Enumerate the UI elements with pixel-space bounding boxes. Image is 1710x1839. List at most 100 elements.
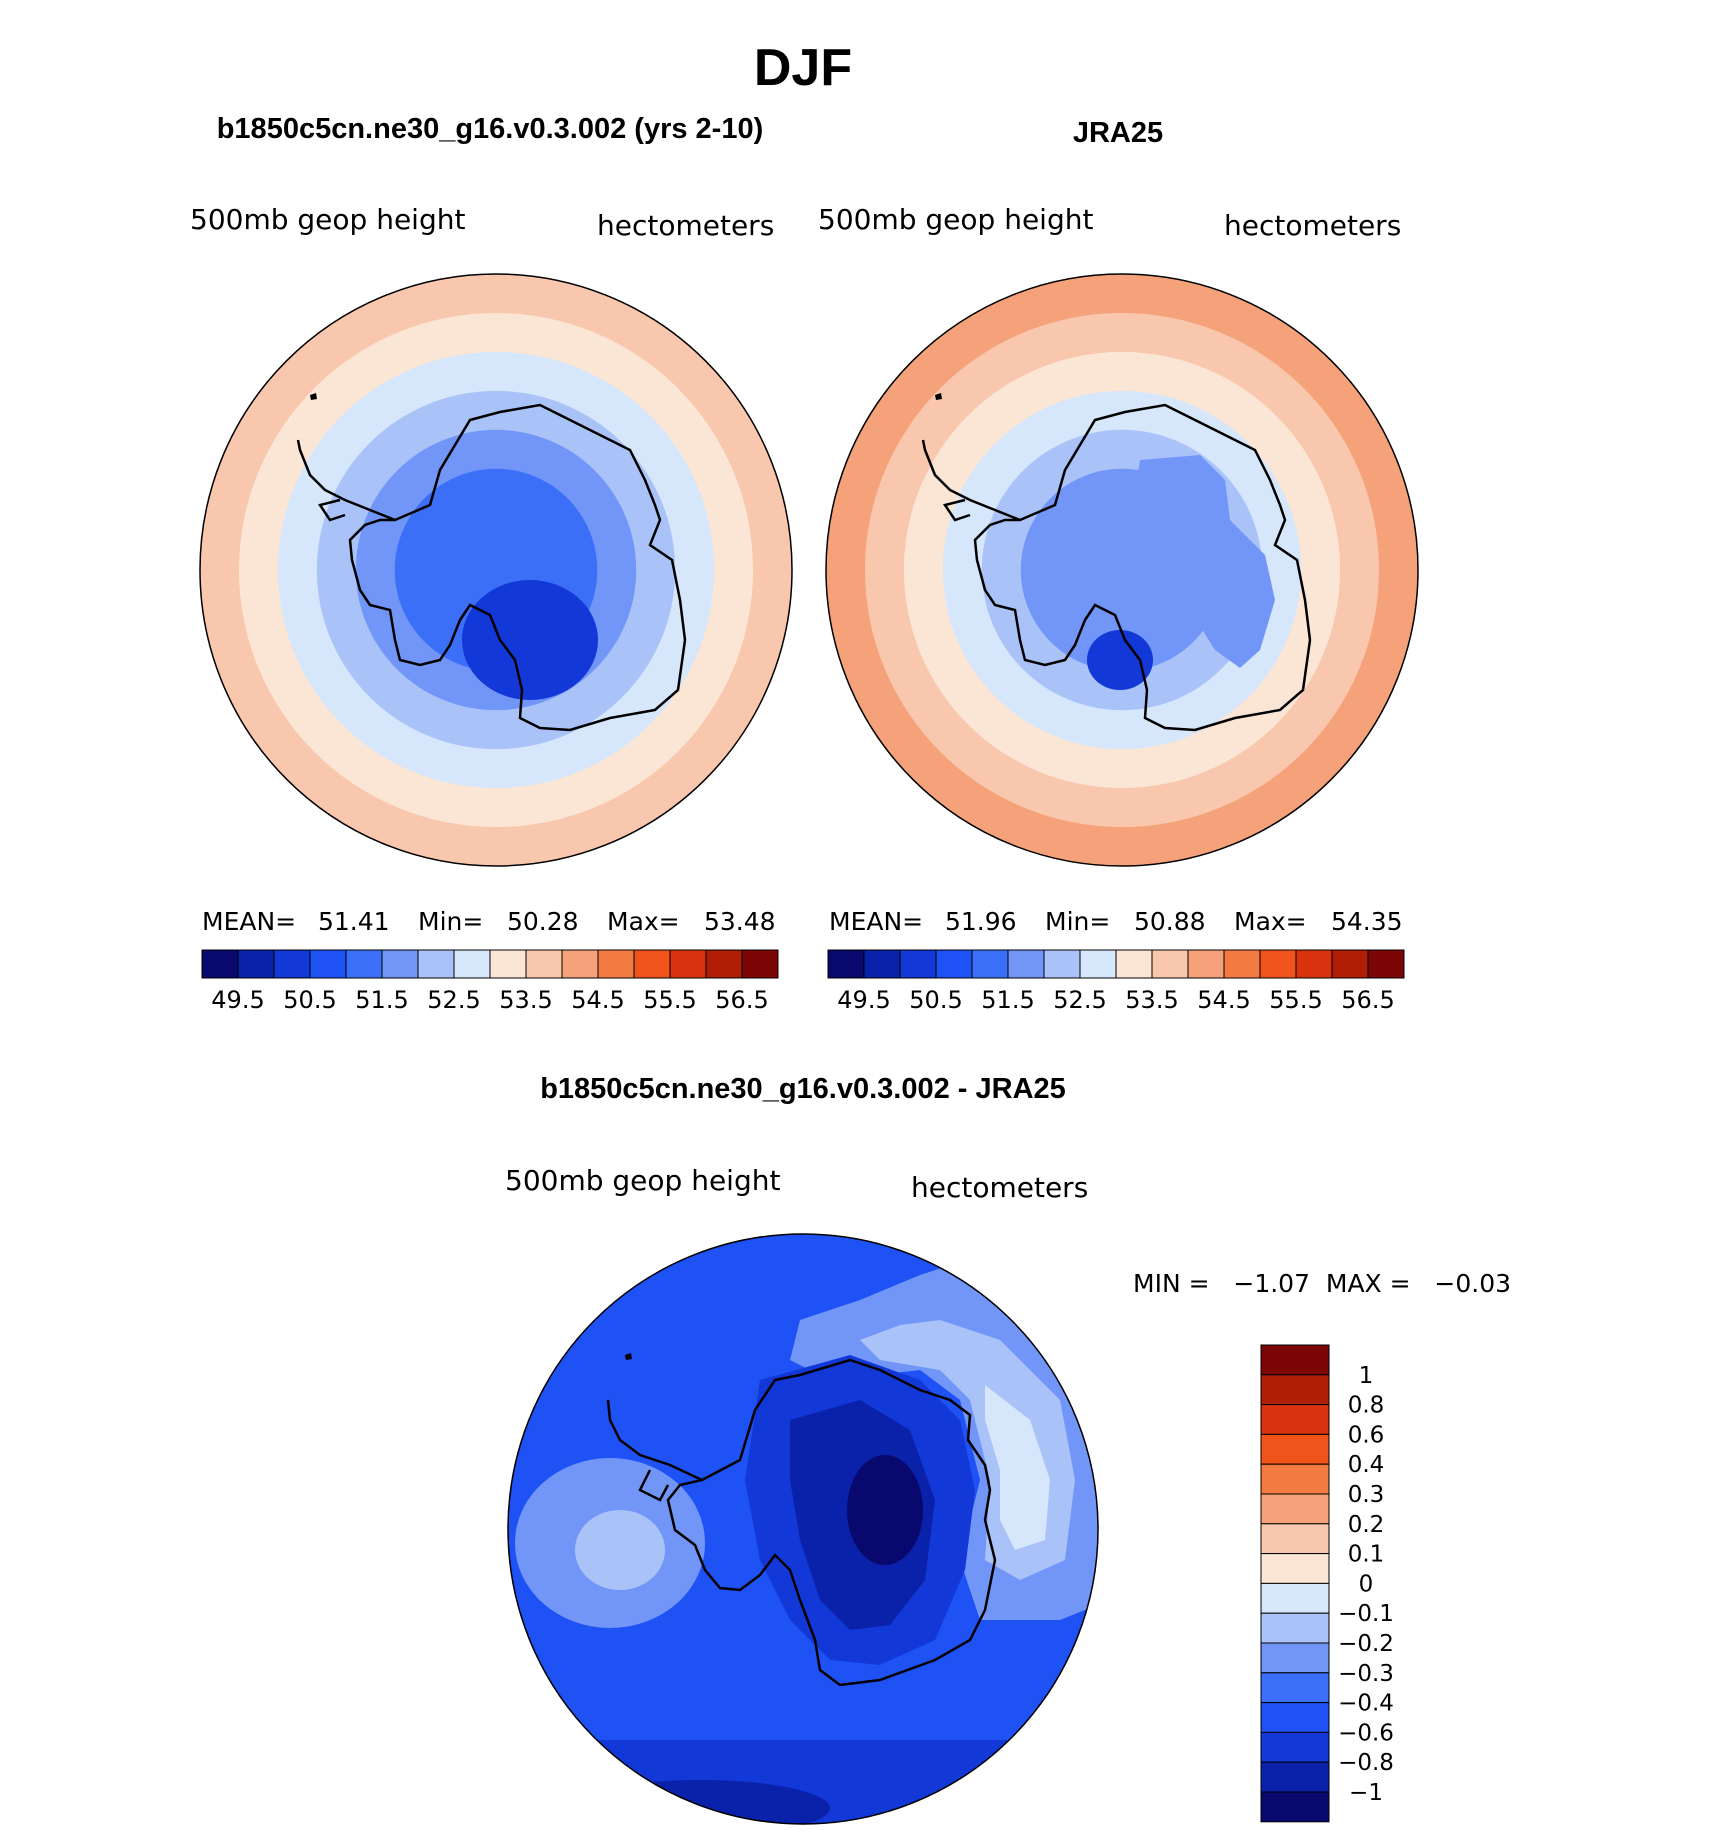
model-colorbar-box-1: [237, 949, 275, 979]
obs-interior-high: [1130, 455, 1275, 668]
diff-colorbar-label: −0.2: [1338, 1631, 1394, 1657]
diff-lobe-west-inner: [575, 1510, 665, 1590]
panel-title-model: b1850c5cn.ne30_g16.v0.3.002 (yrs 2-10): [217, 113, 764, 145]
diff-colorbar-box-5: [1260, 1493, 1330, 1525]
model-colorbar-label: 51.5: [355, 986, 408, 1014]
diff-colorbar-label: −1: [1349, 1780, 1383, 1806]
diff-colorbar-label: −0.8: [1338, 1750, 1394, 1776]
obs-pole-low: [1087, 630, 1153, 690]
colorbar-obs: 49.5 50.5 51.5 52.5 53.5 54.5 55.5 56.5: [827, 949, 1405, 1014]
obs-colorbar-box-2: [899, 949, 937, 979]
diff-colorbar-box-15: [1260, 1791, 1330, 1823]
diff-cap-core: [847, 1455, 923, 1565]
model-colorbar-box-7: [453, 949, 491, 979]
diff-colorbar-box-2: [1260, 1404, 1330, 1435]
model-colorbar-box-11: [597, 949, 635, 979]
model-colorbar-box-8: [489, 949, 527, 979]
diff-colorbar-label: 0.6: [1348, 1422, 1385, 1448]
obs-colorbar-box-7: [1079, 949, 1117, 979]
stats-min-label-model: Min=: [418, 907, 483, 936]
diff-colorbar-box-1: [1260, 1374, 1330, 1406]
right-label-obs: hectometers: [1224, 209, 1401, 242]
colorbar-model: 49.5 50.5 51.5 52.5 53.5 54.5 55.5 56.5: [201, 949, 779, 1014]
map-diff: [507, 1233, 1099, 1825]
map-border-obs: [825, 273, 1419, 867]
stats-model: MEAN= 51.41 Min= 50.28 Max= 53.48: [202, 907, 776, 936]
model-colorbar-box-10: [561, 949, 599, 979]
model-colorbar-box-5: [381, 949, 419, 979]
model-colorbar-label: 53.5: [499, 986, 552, 1014]
obs-colorbar-box-14: [1331, 949, 1369, 979]
model-colorbar-label: 49.5: [211, 986, 264, 1014]
antarctica-coast-diff: [666, 1358, 997, 1687]
left-label-diff: 500mb geop height: [505, 1164, 780, 1197]
diff-colorbar-label: 0.1: [1348, 1542, 1385, 1568]
obs-colorbar-box-8: [1115, 949, 1153, 979]
stats-min-label-obs: Min=: [1045, 907, 1110, 936]
peninsula-model: [296, 439, 396, 522]
obs-colorbar-label: 56.5: [1341, 986, 1394, 1014]
diff-colorbar-box-7: [1260, 1553, 1330, 1584]
obs-colorbar-label: 51.5: [981, 986, 1034, 1014]
obs-colorbar-box-15: [1367, 949, 1405, 979]
model-colorbar-box-13: [669, 949, 707, 979]
diff-colorbar-box-3: [1260, 1433, 1330, 1465]
model-colorbar-box-9: [525, 949, 563, 979]
island-model: [310, 393, 317, 400]
antarctica-coast-obs: [973, 403, 1312, 732]
model-colorbar-box-6: [417, 949, 455, 979]
diff-colorbar-box-12: [1260, 1702, 1330, 1733]
model-colorbar-label: 55.5: [643, 986, 696, 1014]
diff-colorbar-label: 0.4: [1348, 1452, 1385, 1478]
obs-colorbar-box-0: [827, 949, 865, 979]
island-obs: [935, 393, 942, 400]
right-label-model: hectometers: [597, 209, 774, 242]
model-colorbar-box-12: [633, 949, 671, 979]
obs-colorbar-box-1: [863, 949, 901, 979]
panel-title-diff: b1850c5cn.ne30_g16.v0.3.002 - JRA25: [540, 1073, 1066, 1105]
diff-colorbar-box-10: [1260, 1642, 1330, 1674]
diff-colorbar-box-14: [1260, 1761, 1330, 1793]
stats-mean-label-obs: MEAN=: [829, 907, 923, 936]
figure-title: DJF: [754, 39, 852, 97]
model-colorbar-box-15: [741, 949, 779, 979]
obs-colorbar-label: 53.5: [1125, 986, 1178, 1014]
diff-colorbar-box-13: [1260, 1731, 1330, 1763]
obs-colorbar-box-6: [1043, 949, 1081, 979]
panel-title-obs: JRA25: [1073, 117, 1163, 149]
stats-mean-label-model: MEAN=: [202, 907, 296, 936]
peninsula-diff: [606, 1399, 703, 1502]
model-colorbar-label: 54.5: [571, 986, 624, 1014]
obs-colorbar-box-10: [1187, 949, 1225, 979]
diff-colorbar-box-9: [1260, 1612, 1330, 1644]
diff-deep-south: [570, 1780, 830, 1824]
obs-colorbar-box-11: [1223, 949, 1261, 979]
diff-colorbar-box-11: [1260, 1672, 1330, 1704]
model-colorbar-label: 56.5: [715, 986, 768, 1014]
stats-min-obs: 50.88: [1134, 907, 1206, 936]
diff-colorbar-box-6: [1260, 1523, 1330, 1555]
model-colorbar-box-14: [705, 949, 743, 979]
diff-colorbar-box-8: [1260, 1582, 1330, 1614]
diff-colorbar-label: −0.6: [1338, 1720, 1394, 1746]
diff-colorbar-label: 0.8: [1348, 1393, 1385, 1419]
obs-colorbar-box-5: [1007, 949, 1045, 979]
colorbar-diff: 1 0.8 0.6 0.4 0.3 0.2 0.1 0 −0.1 −0.2 −0.3 −0.4 −0.6…: [1260, 1344, 1394, 1823]
stats-max-model: 53.48: [704, 907, 776, 936]
obs-colorbar-label: 55.5: [1269, 986, 1322, 1014]
stats-min-model: 50.28: [507, 907, 579, 936]
stats-max-label-obs: Max=: [1234, 907, 1307, 936]
diff-colorbar-label: −0.4: [1338, 1691, 1394, 1717]
right-label-diff: hectometers: [911, 1171, 1088, 1204]
diff-lobe-east-core: [985, 1385, 1050, 1550]
obs-colorbar-box-9: [1151, 949, 1189, 979]
obs-colorbar-label: 52.5: [1053, 986, 1106, 1014]
obs-colorbar-box-12: [1259, 949, 1297, 979]
map-obs: [825, 273, 1419, 867]
obs-colorbar-label: 50.5: [909, 986, 962, 1014]
model-colorbar-label: 50.5: [283, 986, 336, 1014]
diff-colorbar-label: 0.3: [1348, 1482, 1385, 1508]
stats-mean-obs: 51.96: [945, 907, 1017, 936]
stats-mean-model: 51.41: [318, 907, 390, 936]
island-diff: [625, 1353, 632, 1360]
